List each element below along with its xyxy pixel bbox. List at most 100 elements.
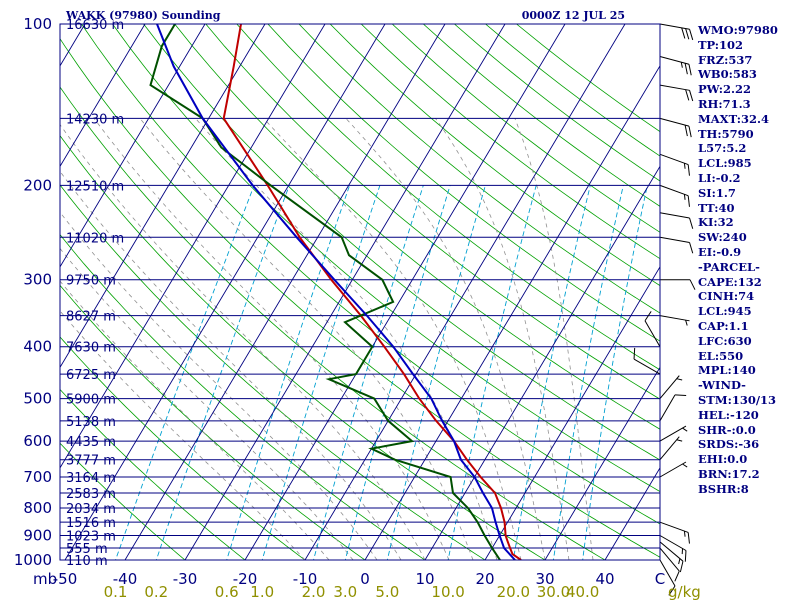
mixing-ratio-tick-label: 0.6 — [215, 583, 239, 600]
sounding-index: CAP:1.1 — [698, 318, 749, 333]
temperature-tick-label: C — [655, 570, 665, 588]
barb-staff — [659, 184, 689, 197]
height-label: 5900 m — [66, 393, 116, 408]
wind-barb — [659, 184, 690, 207]
wind-barb — [633, 347, 661, 375]
temperature-tick-label: -20 — [233, 570, 258, 588]
sounding-index: TH:5790 — [698, 126, 754, 141]
height-label: 6725 m — [66, 368, 116, 383]
wind-barb — [659, 56, 692, 76]
height-label: 7630 m — [66, 341, 116, 356]
wind-barb — [659, 436, 683, 461]
barb-staff — [659, 315, 690, 322]
chart-title: WAKK (97980) Sounding — [66, 9, 221, 22]
barb-flag — [687, 195, 690, 207]
isotherm — [244, 24, 566, 560]
height-label: 11020 m — [66, 231, 124, 246]
plot-border — [59, 23, 661, 561]
barb-flag — [644, 311, 652, 321]
moist-adiabat — [93, 118, 450, 560]
barb-flag — [674, 394, 687, 396]
barb-staff — [633, 358, 661, 375]
isotherm — [364, 64, 660, 560]
moist-adiabat — [263, 118, 522, 560]
barb-flag — [633, 347, 636, 360]
barb-half-flag — [676, 439, 683, 442]
moist-adiabat — [195, 118, 498, 560]
barb-staff — [659, 535, 687, 551]
height-label: 9750 m — [66, 274, 116, 289]
sounding-index: KI:32 — [698, 215, 734, 230]
mixing-ratio-tick-label: 0.2 — [144, 583, 168, 600]
sounding-index: BSHR:8 — [698, 481, 749, 496]
barb-half-flag — [676, 378, 683, 381]
isotherm — [124, 24, 446, 560]
axis-unit-labels: mb g/kg — [33, 570, 701, 600]
wind-barb — [659, 84, 694, 102]
height-label: 3164 m — [66, 471, 116, 486]
sounding-index: LCL:945 — [698, 304, 752, 319]
sounding-index: RH:71.3 — [698, 96, 751, 111]
barb-half-flag — [683, 194, 686, 200]
barb-flag — [689, 217, 694, 229]
barb-staff — [659, 84, 690, 91]
pressure-tick-label: 700 — [23, 468, 52, 486]
dry-adiabat — [60, 284, 366, 560]
dry-adiabat — [60, 234, 426, 560]
isotherm-lines — [60, 24, 660, 560]
sounding-index: WMO:97980 — [698, 23, 778, 37]
wind-barb — [659, 236, 694, 254]
parcel-line — [156, 24, 516, 560]
mixing-ratio-line — [447, 185, 537, 560]
barb-staff — [659, 559, 676, 587]
mixing-ratio-line — [155, 185, 290, 560]
sounding-index: HEL:-120 — [698, 407, 759, 422]
sounding-index: SHR-:0.0 — [698, 422, 756, 437]
barb-staff — [659, 117, 690, 127]
wind-barb — [659, 547, 680, 582]
pressure-tick-label: 800 — [23, 499, 52, 517]
sounding-index: EHI:0.0 — [698, 452, 748, 467]
mixing-ratio-tick-label: 2.0 — [302, 583, 326, 600]
barb-flag — [681, 27, 686, 39]
barb-half-flag — [681, 548, 684, 555]
dry-adiabat — [236, 24, 660, 371]
height-label: 555 m — [66, 542, 108, 557]
sounding-index: EI:-0.9 — [698, 244, 742, 259]
barb-flag — [674, 570, 680, 582]
temperature-tick-label: 30 — [535, 570, 554, 588]
profile-lines — [149, 24, 522, 560]
barb-staff — [659, 547, 680, 572]
dry-adiabat — [360, 24, 660, 260]
temperature-tick-labels: -50 -40 -30 -20 -10 0 10 20 30 40 C — [53, 570, 665, 588]
sounding-index: EL:550 — [698, 348, 744, 363]
pressure-tick-label: 500 — [23, 390, 52, 408]
barb-staff — [659, 521, 689, 533]
barb-flag — [684, 550, 687, 562]
wind-barb — [659, 315, 690, 326]
barb-flag — [687, 532, 690, 544]
sounding-index: -WIND- — [698, 378, 746, 393]
dry-adiabat — [205, 24, 660, 400]
height-label: 3777 m — [66, 454, 116, 469]
moist-adiabat — [345, 118, 546, 560]
pressure-unit-label: mb — [33, 570, 57, 588]
sounding-index: MAXT:32.4 — [698, 111, 769, 126]
wind-barb — [659, 461, 688, 478]
sounding-index: SW:240 — [698, 230, 747, 245]
sounding-index: -PARCEL- — [698, 259, 760, 274]
sounding-index: LCL:985 — [698, 156, 752, 171]
moist-adiabat — [60, 247, 354, 560]
barb-flag — [685, 89, 690, 101]
mixing-ratio-tick-label: 40.0 — [566, 583, 599, 600]
dry-adiabat — [60, 184, 486, 560]
moist-adiabat — [139, 118, 474, 560]
barb-flag — [685, 28, 690, 40]
isotherm — [484, 265, 660, 560]
barb-flag — [684, 125, 688, 137]
isotherm — [60, 24, 326, 469]
barb-flag — [684, 63, 688, 75]
pressure-tick-label: 400 — [23, 338, 52, 356]
barb-half-flag — [682, 427, 688, 432]
temperature-line — [222, 24, 522, 560]
